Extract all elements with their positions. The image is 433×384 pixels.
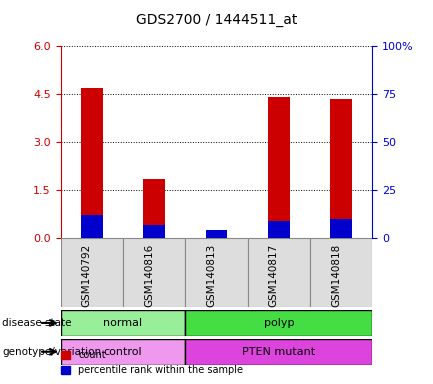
Bar	[268, 97, 290, 238]
FancyBboxPatch shape	[248, 238, 310, 307]
Text: PTEN mutant: PTEN mutant	[242, 347, 315, 357]
Text: normal: normal	[103, 318, 142, 328]
FancyBboxPatch shape	[185, 339, 372, 365]
Text: GDS2700 / 1444511_at: GDS2700 / 1444511_at	[136, 13, 297, 27]
FancyBboxPatch shape	[61, 310, 185, 336]
Text: disease state: disease state	[2, 318, 72, 328]
Text: genotype/variation: genotype/variation	[2, 347, 101, 357]
FancyBboxPatch shape	[185, 310, 372, 336]
Text: polyp: polyp	[264, 318, 294, 328]
Bar	[206, 230, 227, 238]
FancyBboxPatch shape	[61, 339, 185, 365]
Bar	[206, 230, 227, 238]
FancyBboxPatch shape	[185, 238, 248, 307]
FancyBboxPatch shape	[123, 238, 185, 307]
Legend: count, percentile rank within the sample: count, percentile rank within the sample	[57, 346, 247, 379]
Text: GSM140818: GSM140818	[331, 243, 341, 307]
Bar	[330, 99, 352, 238]
FancyBboxPatch shape	[310, 238, 372, 307]
FancyBboxPatch shape	[61, 238, 123, 307]
Text: GSM140816: GSM140816	[144, 243, 154, 307]
Text: GSM140817: GSM140817	[269, 243, 279, 307]
Bar	[143, 179, 165, 238]
Bar	[268, 221, 290, 238]
Text: control: control	[103, 347, 142, 357]
Text: GSM140813: GSM140813	[207, 243, 216, 307]
Text: GSM140792: GSM140792	[82, 243, 92, 307]
Bar	[81, 215, 103, 238]
Bar	[330, 219, 352, 238]
Bar	[143, 225, 165, 238]
Bar	[81, 88, 103, 238]
